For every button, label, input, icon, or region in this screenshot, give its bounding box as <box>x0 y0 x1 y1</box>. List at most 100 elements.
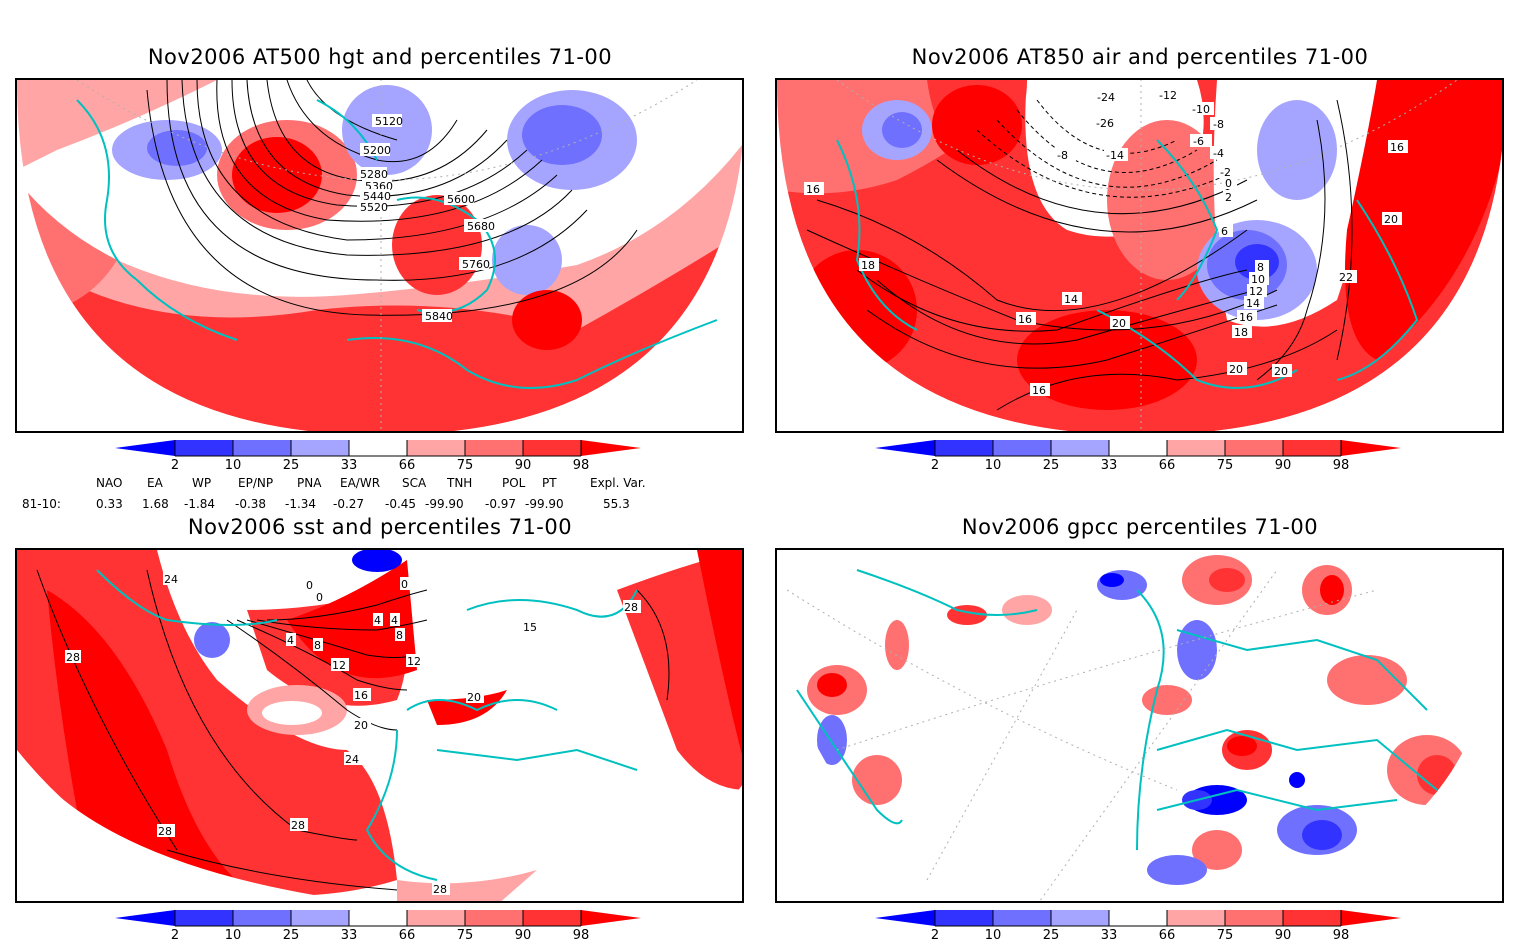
coastline <box>1156 788 1398 812</box>
index-value: -0.38 <box>235 497 267 511</box>
index-header: POL <box>502 476 526 490</box>
svg-text:5760: 5760 <box>462 258 490 271</box>
shade-region <box>1142 685 1192 715</box>
panel-title: Nov2006 gpcc percentiles 71-00 <box>961 515 1319 539</box>
colorbar-tick-label: 98 <box>572 928 590 943</box>
contour-label: -8 <box>1054 148 1076 162</box>
colorbar-swatch <box>1109 910 1167 926</box>
shade-region <box>492 225 562 295</box>
map-at500: 5120 5200 5280 5360 5440 5520 5600 5680 … <box>17 80 742 431</box>
index-value: -99.90 <box>425 497 464 511</box>
colorbar-swatch <box>993 440 1051 456</box>
outside-domain <box>521 785 742 901</box>
svg-text:4: 4 <box>391 614 398 627</box>
coastline <box>466 589 638 618</box>
colorbar-arrow-low <box>875 440 935 456</box>
colorbar-swatch <box>465 910 523 926</box>
colorbar-tick-label: 25 <box>282 928 300 943</box>
svg-text:20: 20 <box>354 719 368 732</box>
svg-text:16: 16 <box>1239 311 1253 324</box>
index-header: NAO <box>96 476 123 490</box>
colorbar: 2 10 25 33 66 75 90 98 <box>115 438 645 473</box>
svg-text:0: 0 <box>401 578 408 591</box>
contour-label: 18 <box>1232 325 1252 339</box>
contour-label: -24 <box>1095 90 1119 104</box>
coastline <box>1176 629 1428 711</box>
svg-text:0: 0 <box>316 591 323 604</box>
svg-text:0: 0 <box>306 579 313 592</box>
shade-region <box>1302 820 1342 850</box>
shade-region <box>1257 100 1337 200</box>
svg-text:-10: -10 <box>1192 103 1210 116</box>
outside-domain <box>777 80 1502 431</box>
coastline <box>96 569 278 626</box>
contour-label: 4 <box>286 633 296 647</box>
colorbar-tick-label: 25 <box>282 458 300 473</box>
contour-label: 16 <box>1030 383 1050 397</box>
outside-domain <box>777 550 1502 901</box>
contour-label: -10 <box>1190 102 1214 116</box>
index-value: 55.3 <box>603 497 630 511</box>
contour-label: -2 <box>1217 165 1239 179</box>
colorbar-arrow-low <box>875 910 935 926</box>
index-header: PNA <box>297 476 322 490</box>
contour-line <box>196 80 558 241</box>
coastline <box>1156 728 1438 791</box>
contour-label: 16 <box>1388 140 1408 154</box>
index-header: WP <box>192 476 212 490</box>
grid-line <box>786 589 1178 791</box>
svg-text:18: 18 <box>861 259 875 272</box>
contour-line <box>876 279 1258 345</box>
coastline <box>406 699 558 712</box>
contour-label: 8 <box>313 638 323 652</box>
shade-region <box>882 112 922 148</box>
colorbar-tick-label: 66 <box>1158 928 1176 943</box>
colorbar-tick-label: 66 <box>1158 458 1176 473</box>
contour-line <box>226 619 398 731</box>
contour-line <box>236 619 408 691</box>
contour-line <box>266 589 428 621</box>
grid-line <box>836 80 1458 191</box>
colorbar-swatches <box>115 910 641 927</box>
colorbar-tick-label: 90 <box>514 928 532 943</box>
colorbar-swatches <box>115 440 641 457</box>
colorbar-swatch <box>523 440 581 456</box>
panel-at500: Nov2006 AT500 hgt and percentiles 71-00 <box>0 0 760 473</box>
svg-text:20: 20 <box>1384 213 1398 226</box>
colorbar-swatch <box>1283 910 1341 926</box>
contour-label: 4 <box>390 613 400 627</box>
contour-line <box>636 589 670 701</box>
colorbar: 2 10 25 33 66 75 90 98 <box>875 438 1405 473</box>
svg-text:12: 12 <box>1249 285 1263 298</box>
coastline <box>436 748 638 771</box>
contour-label: 5120 <box>372 114 403 128</box>
colorbar-arrow-high <box>1341 440 1401 456</box>
svg-text:-8: -8 <box>1213 118 1224 131</box>
colorbar-arrow-high <box>581 910 641 926</box>
map-frame: 24 28 0 0 0 4 4 4 8 8 12 12 15 16 20 20 … <box>15 548 744 903</box>
index-value: -0.45 <box>385 497 417 511</box>
contour-line <box>956 149 1248 215</box>
contour-label: 15 <box>522 620 540 634</box>
shade-region <box>17 80 217 170</box>
index-header: Expl. Var. <box>590 476 646 490</box>
shade-region <box>885 620 909 670</box>
contour-line <box>256 619 428 631</box>
contour-line <box>1256 119 1326 381</box>
shade-region <box>697 550 742 755</box>
colorbar-tick-label: 90 <box>514 458 532 473</box>
contour-label: 8 <box>395 628 405 642</box>
shade-region <box>1227 736 1257 756</box>
contour-label: 20 <box>466 690 484 704</box>
map-sst: 24 28 0 0 0 4 4 4 8 8 12 12 15 16 20 20 … <box>17 550 742 901</box>
colorbar-tick-label: 2 <box>930 928 940 943</box>
shade-region <box>262 701 322 725</box>
contour-line-negative <box>1036 99 1178 154</box>
svg-text:5680: 5680 <box>467 220 495 233</box>
panel-gpcc: Nov2006 gpcc percentiles 71-00 <box>760 470 1520 943</box>
contour-label: 12 <box>1247 284 1267 298</box>
colorbar-tick-label: 75 <box>456 458 474 473</box>
map-frame <box>775 548 1504 903</box>
contour-label: 0 <box>1223 176 1237 190</box>
shade-region <box>817 673 847 697</box>
